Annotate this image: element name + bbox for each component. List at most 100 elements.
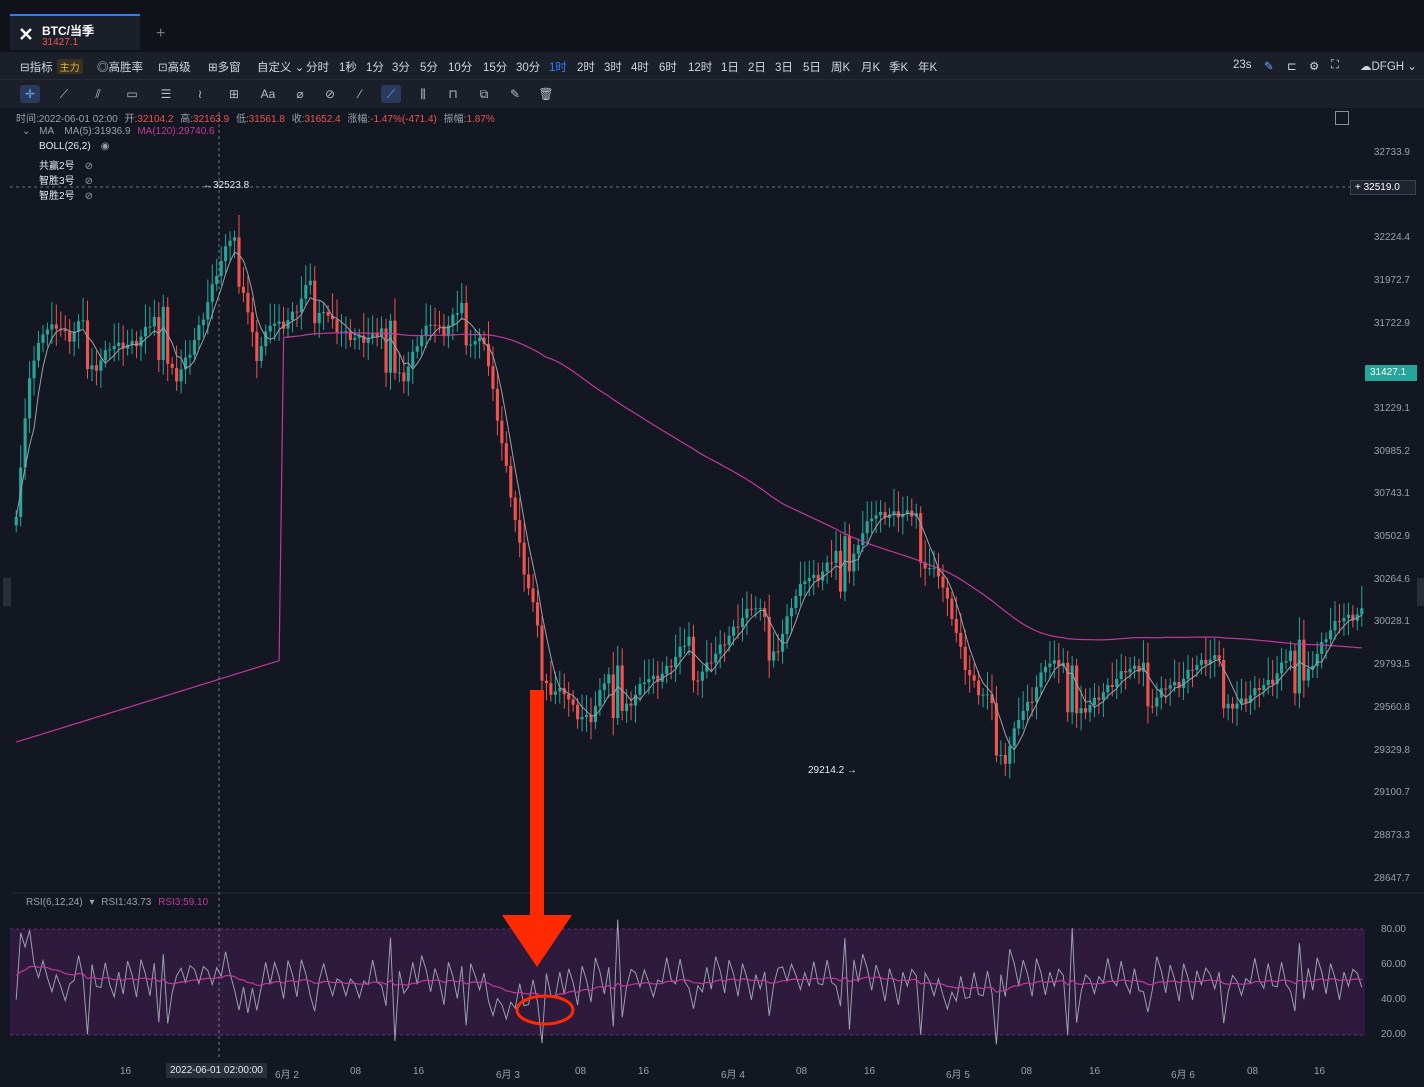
candle-body[interactable] <box>371 332 375 338</box>
candle-body[interactable] <box>241 286 246 293</box>
candle-body[interactable] <box>883 511 887 518</box>
advanced-button[interactable]: ⊡高级 <box>158 62 191 74</box>
candle-body[interactable] <box>580 717 584 720</box>
candle-body[interactable] <box>736 626 740 628</box>
custom-interval-dropdown[interactable]: 自定义 ⌄ <box>257 62 305 74</box>
ruler-icon[interactable]: ⁄ <box>358 87 361 101</box>
candle-body[interactable] <box>384 328 388 373</box>
trend-line-icon[interactable]: ⟋ <box>59 87 69 101</box>
candle-body[interactable] <box>1012 728 1016 747</box>
candle-body[interactable] <box>255 332 259 362</box>
candle-body[interactable] <box>1226 703 1230 709</box>
candle-body[interactable] <box>50 324 54 330</box>
candle-body[interactable] <box>237 237 241 287</box>
lock-draw-icon[interactable]: ⟋ <box>381 85 401 103</box>
candle-body[interactable] <box>339 331 344 333</box>
candle-body[interactable] <box>954 618 958 633</box>
candle-body[interactable] <box>415 346 419 352</box>
candle-body[interactable] <box>549 683 553 695</box>
eye-off-icon[interactable]: ⊘ <box>84 161 93 172</box>
interval-10[interactable]: 3时 <box>604 62 622 74</box>
collapse-icon[interactable]: ⌄ <box>22 126 31 137</box>
candle-body[interactable] <box>77 321 81 332</box>
candle-body[interactable] <box>861 533 865 546</box>
candle-body[interactable] <box>469 344 473 346</box>
stats-icon[interactable]: ⫼ <box>420 87 426 101</box>
candle-body[interactable] <box>963 646 967 670</box>
candle-body[interactable] <box>1008 746 1012 764</box>
candle-body[interactable] <box>362 335 366 343</box>
candle-body[interactable] <box>1164 688 1168 690</box>
candle-body[interactable] <box>1360 608 1364 615</box>
candle-body[interactable] <box>455 313 459 315</box>
candle-body[interactable] <box>161 306 165 360</box>
candle-body[interactable] <box>1275 673 1279 685</box>
candle-body[interactable] <box>353 337 357 340</box>
candle-body[interactable] <box>1284 661 1288 663</box>
candle-body[interactable] <box>411 351 415 367</box>
candle-body[interactable] <box>990 694 994 704</box>
candle-body[interactable] <box>789 607 794 617</box>
candle-body[interactable] <box>691 636 696 681</box>
eye-icon[interactable]: ◉ <box>100 141 110 152</box>
candle-body[interactable] <box>90 365 94 370</box>
candle-body[interactable] <box>36 342 41 361</box>
candle-body[interactable] <box>1132 665 1137 670</box>
candle-body[interactable] <box>437 325 442 327</box>
candle-body[interactable] <box>700 671 704 681</box>
candle-body[interactable] <box>1039 672 1043 688</box>
trash-icon[interactable]: 🗑 <box>538 87 554 101</box>
candle-body[interactable] <box>642 682 647 684</box>
candle-body[interactable] <box>197 325 201 340</box>
candle-body[interactable] <box>785 616 789 635</box>
interval-1[interactable]: 1秒 <box>339 62 357 74</box>
candle-body[interactable] <box>838 550 843 592</box>
candle-body[interactable] <box>847 536 851 572</box>
rectangle-icon[interactable]: ▭ <box>126 87 138 101</box>
candle-body[interactable] <box>424 325 428 336</box>
interval-16[interactable]: 3日 <box>775 62 793 74</box>
candle-body[interactable] <box>72 331 76 342</box>
candle-body[interactable] <box>215 275 219 285</box>
candle-body[interactable] <box>656 675 660 682</box>
candle-body[interactable] <box>1257 688 1261 690</box>
candle-body[interactable] <box>1052 660 1056 664</box>
candle-body[interactable] <box>1342 618 1346 622</box>
candle-body[interactable] <box>892 511 896 515</box>
candle-body[interactable] <box>1231 703 1235 709</box>
candle-body[interactable] <box>331 315 335 320</box>
candle-body[interactable] <box>433 324 437 326</box>
candle-body[interactable] <box>1141 662 1146 672</box>
candle-body[interactable] <box>816 574 820 581</box>
candle-body[interactable] <box>1181 678 1186 688</box>
candle-body[interactable] <box>1155 697 1159 707</box>
candle-body[interactable] <box>1311 665 1315 669</box>
interval-8[interactable]: 1时 <box>549 62 567 74</box>
candle-body[interactable] <box>14 516 18 526</box>
candle-body[interactable] <box>567 694 571 700</box>
indicator-boll[interactable]: BOLL(26,2) ◉ <box>39 141 110 152</box>
candle-body[interactable] <box>1351 614 1355 621</box>
candle-body[interactable] <box>562 688 566 695</box>
brush-icon[interactable]: ⌀ <box>296 87 304 101</box>
candle-body[interactable] <box>945 587 949 599</box>
interval-12[interactable]: 6时 <box>659 62 677 74</box>
layout-icon[interactable]: ⊏ <box>1287 61 1297 73</box>
candle-body[interactable] <box>264 331 268 347</box>
candle-body[interactable] <box>1199 659 1203 665</box>
candle-body[interactable] <box>1208 659 1212 665</box>
candle-body[interactable] <box>1003 754 1007 764</box>
candle-body[interactable] <box>1248 695 1252 703</box>
candle-body[interactable] <box>402 372 406 382</box>
candle-body[interactable] <box>660 673 664 682</box>
ma-legend[interactable]: ⌄ MA MA(5):31936.9 MA(120):29740.6 <box>22 126 215 137</box>
interval-15[interactable]: 2日 <box>748 62 766 74</box>
candle-body[interactable] <box>357 335 361 338</box>
candle-body[interactable] <box>326 312 330 316</box>
candle-body[interactable] <box>1288 650 1293 662</box>
rsi-legend[interactable]: RSI(6,12,24) ▾ RSI1:43.73 RSI3:59.10 <box>26 897 209 908</box>
left-panel-handle[interactable] <box>3 578 11 606</box>
candle-body[interactable] <box>1034 687 1039 703</box>
candle-body[interactable] <box>674 657 678 668</box>
candle-body[interactable] <box>625 703 629 711</box>
